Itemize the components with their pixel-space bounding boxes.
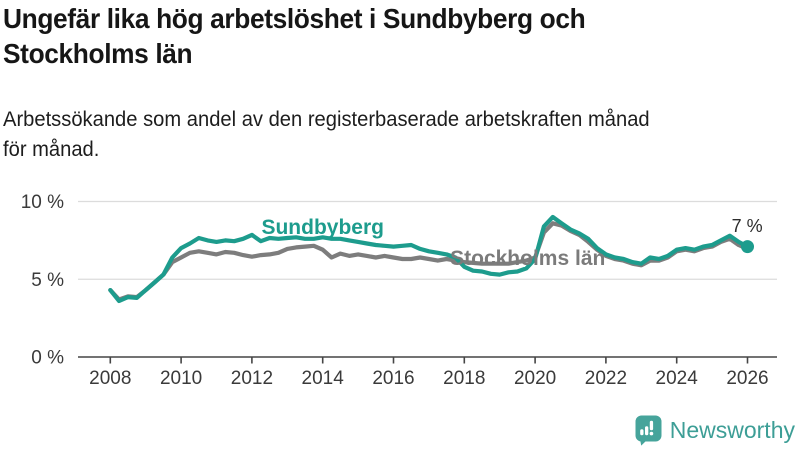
chart-subtitle: Arbetssökande som andel av den registerb… <box>3 105 650 165</box>
newsworthy-wordmark: Newsworthy <box>669 417 795 443</box>
chart-subtitle-line1: Arbetssökande som andel av den registerb… <box>3 108 650 131</box>
newsworthy-logo[interactable]: Newsworthy <box>635 415 795 446</box>
chart-title: Ungefär lika hög arbetslöshet i Sundbybe… <box>3 1 586 71</box>
series-line-sundbyberg <box>108 214 750 304</box>
series-label-stockholms-l-n: Stockholms län <box>450 247 605 270</box>
x-tick-label-2014: 2014 <box>302 368 345 389</box>
newsworthy-icon <box>635 415 662 446</box>
y-tick-label-0: 0 % <box>31 348 64 369</box>
series-line-stockholms-l-n <box>108 221 750 302</box>
x-tick-label-2012: 2012 <box>231 368 273 389</box>
chart-subtitle-line2: för månad. <box>3 138 100 161</box>
chart-title-line2: Stockholms län <box>3 38 193 69</box>
x-tick-label-2020: 2020 <box>514 368 556 389</box>
x-tick-label-2022: 2022 <box>585 368 627 389</box>
x-tick-label-2010: 2010 <box>160 368 202 389</box>
x-tick-label-2018: 2018 <box>443 368 485 389</box>
x-tick-label-2024: 2024 <box>656 368 699 389</box>
series-label-sundbyberg: Sundbyberg <box>261 216 384 239</box>
x-tick-label-2008: 2008 <box>89 368 131 389</box>
x-tick-label-2026: 2026 <box>726 368 768 389</box>
end-value-label: 7 % <box>732 216 763 236</box>
chart-title-line1: Ungefär lika hög arbetslöshet i Sundbybe… <box>3 3 586 34</box>
y-tick-label-10: 10 % <box>21 192 64 213</box>
series-end-dot-sundbyberg <box>741 240 754 254</box>
y-tick-label-5: 5 % <box>31 270 64 291</box>
x-tick-label-2016: 2016 <box>372 368 414 389</box>
